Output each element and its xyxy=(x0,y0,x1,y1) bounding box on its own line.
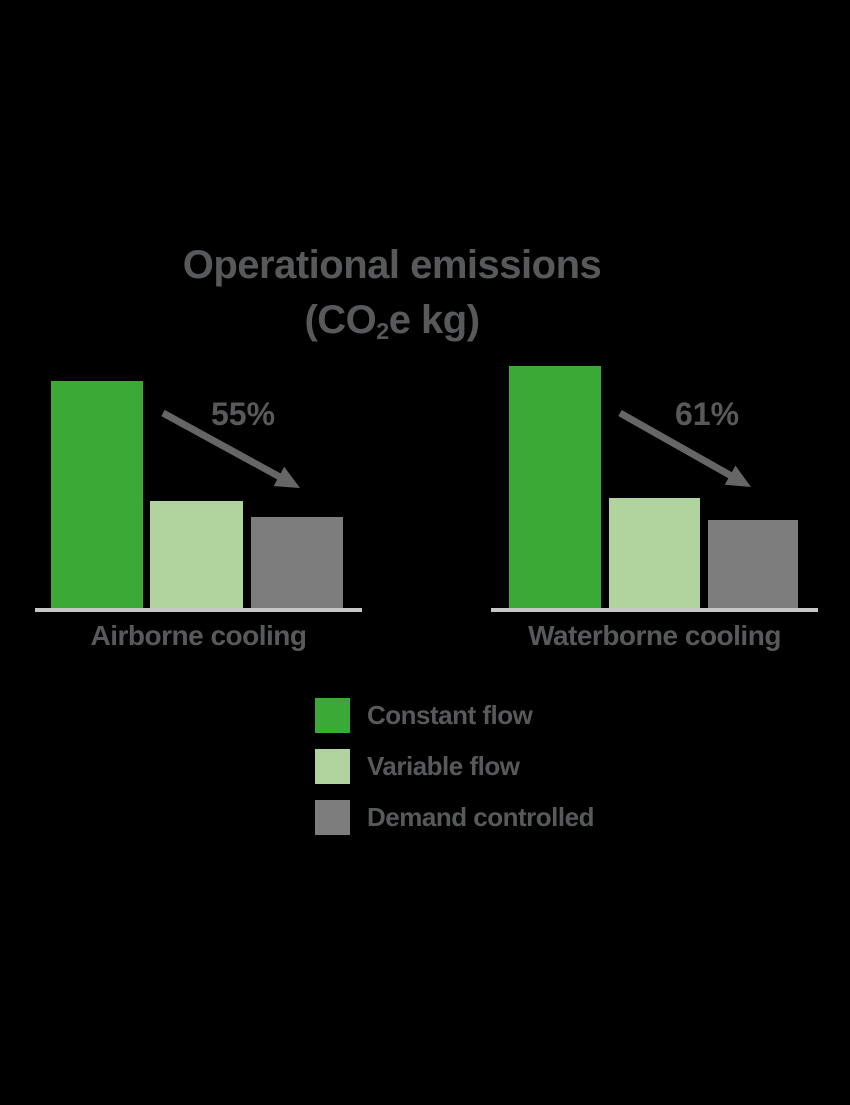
chart-title-line1: Operational emissions xyxy=(182,243,602,287)
chart-title-line2: (CO2e kg) xyxy=(304,298,480,345)
chart-group-waterborne xyxy=(491,366,818,612)
legend-label-demand-controlled: Demand controlled xyxy=(367,802,594,832)
bar-airborne-constant-flow xyxy=(51,381,143,611)
legend-label-constant-flow: Constant flow xyxy=(367,700,533,730)
legend-swatch-variable-flow xyxy=(315,749,350,784)
subscript-2: 2 xyxy=(376,318,389,345)
chart-title: Operational emissions (CO2e kg) xyxy=(2,238,782,353)
legend-swatch-demand-controlled xyxy=(315,800,350,835)
legend-row-variable-flow: Variable flow xyxy=(315,749,594,784)
group-label-airborne: Airborne cooling xyxy=(90,620,308,651)
bar-waterborne-demand-controlled xyxy=(708,520,798,611)
bar-waterborne-constant-flow xyxy=(509,366,601,611)
bar-waterborne-variable-flow xyxy=(609,498,700,611)
legend-label-variable-flow: Variable flow xyxy=(367,751,520,781)
decrease-arrow-icon xyxy=(618,409,751,487)
reduction-label-waterborne: 61% xyxy=(674,396,740,432)
legend-row-demand-controlled: Demand controlled xyxy=(315,800,594,835)
legend-swatch-constant-flow xyxy=(315,698,350,733)
decrease-arrow-icon xyxy=(161,409,300,488)
bar-airborne-variable-flow xyxy=(150,501,243,611)
legend-row-constant-flow: Constant flow xyxy=(315,698,594,733)
bar-airborne-demand-controlled xyxy=(251,517,343,611)
group-label-waterborne: Waterborne cooling xyxy=(528,620,781,651)
axis-baseline-airborne xyxy=(35,608,362,612)
axis-baseline-waterborne xyxy=(491,608,818,612)
reduction-label-airborne: 55% xyxy=(210,396,276,432)
legend: Constant flow Variable flow Demand contr… xyxy=(315,698,594,835)
chart-group-airborne xyxy=(35,375,362,612)
